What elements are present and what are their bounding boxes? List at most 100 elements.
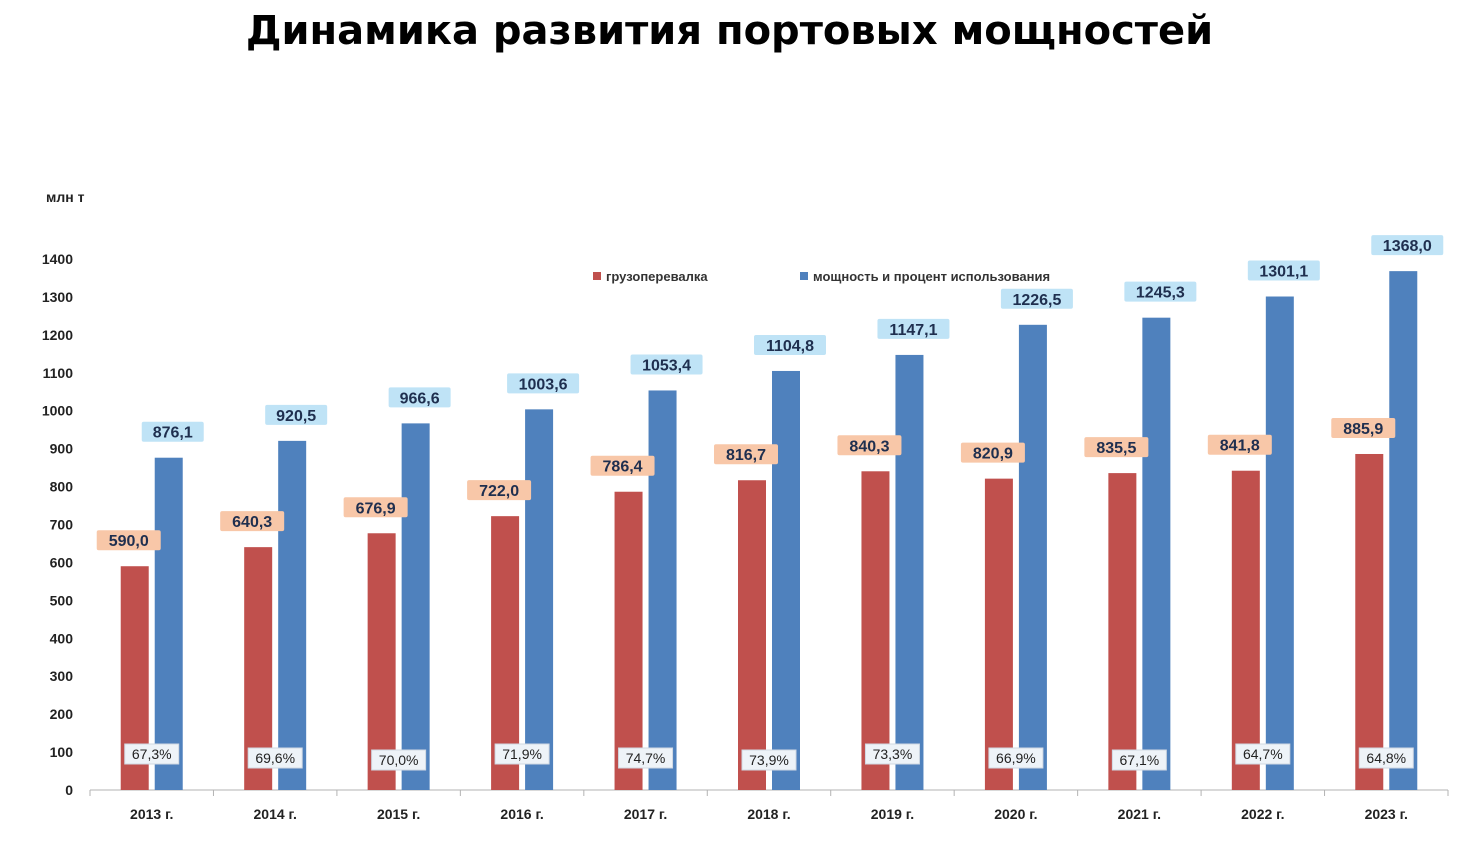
capacity-label-box [1371,235,1444,256]
x-tick-label: 2019 г. [871,806,914,822]
legend-swatch-capacity [800,272,808,280]
y-tick-label: 0 [65,782,73,798]
utilization-label: 71,9% [502,746,542,762]
y-tick-label: 1100 [43,365,74,381]
chart-title: Динамика развития портовых мощностей [245,8,1214,54]
bar-capacity [895,354,924,790]
utilization-label: 64,8% [1366,750,1406,766]
utilization-label: 73,9% [749,752,789,768]
legend-label-cargo: грузоперевалка [606,269,708,284]
capacity-value-label: 920,5 [276,408,316,425]
bar-cargo [1355,453,1384,790]
y-tick-label: 1000 [42,403,73,419]
cargo-label-box [714,444,778,465]
cargo-value-label: 835,5 [1096,440,1136,457]
y-tick-label: 1400 [42,251,73,267]
capacity-value-label: 1301,1 [1259,264,1308,281]
x-axis: 2013 г. 2014 г. 2015 г. 2016 г. 2017 г. 2018 … [89,789,1449,822]
legend: грузоперевалка мощность и процент использ… [593,269,1050,284]
data-labels: 590,0 876,1 67,3% 640,3 920,5 69,6% 676,9 966,6… [96,235,1444,771]
x-tick-label: 2014 г. [254,806,297,822]
utilization-label: 66,9% [996,750,1036,766]
cargo-label-box [343,497,408,518]
capacity-value-label: 1053,4 [642,357,691,374]
capacity-value-label: 1104,8 [766,338,814,355]
cargo-value-label: 885,9 [1343,421,1383,438]
bar-cargo [367,533,396,790]
x-tick-label: 2015 г. [377,806,420,822]
capacity-value-label: 1245,3 [1136,285,1185,302]
capacity-label-box [265,404,328,425]
cargo-value-label: 676,9 [356,500,396,517]
utilization-label-box [988,747,1044,769]
capacity-label-box [754,334,826,355]
x-tick-label: 2018 г. [747,806,790,822]
cargo-label-box [467,480,532,501]
bar-cargo [984,478,1013,790]
cargo-value-label: 841,8 [1220,438,1260,455]
y-tick-label: 500 [50,592,74,608]
capacity-label-box [507,373,580,394]
capacity-value-label: 876,1 [153,425,193,442]
capacity-label-box [141,421,204,442]
utilization-label: 67,1% [1120,752,1160,768]
y-tick-label: 700 [50,517,74,533]
capacity-label-box [630,354,703,375]
utilization-label-box [494,743,550,765]
x-tick-label: 2013 г. [130,806,173,822]
capacity-label-box [877,318,950,339]
bar-capacity [525,409,554,790]
capacity-label-box [1247,260,1320,281]
bar-cargo [738,480,766,790]
cargo-label-box [1331,417,1396,438]
bar-cargo [861,471,890,790]
x-tick-label: 2021 г. [1118,806,1161,822]
capacity-value-label: 1226,5 [1012,292,1061,309]
cargo-label-box [837,435,902,456]
y-tick-label: 1300 [42,289,73,305]
utilization-label-box [1235,743,1291,765]
cargo-label-box [220,511,285,532]
utilization-label-box [864,743,920,765]
utilization-label: 74,7% [626,750,666,766]
bar-capacity [772,370,800,790]
cargo-label-box [960,442,1025,463]
utilization-label: 69,6% [255,750,295,766]
bar-capacity [1389,271,1418,790]
legend-swatch-cargo [593,272,601,280]
cargo-label-box [1207,434,1272,455]
utilization-label: 70,0% [379,752,419,768]
capacity-value-label: 966,6 [400,390,440,407]
cargo-label-box [96,530,161,551]
utilization-label-box [247,747,303,769]
bar-capacity [648,390,677,790]
utilization-label-box [741,749,797,771]
bar-capacity [278,440,307,790]
utilization-label-box [618,747,674,769]
cargo-value-label: 722,0 [479,483,519,500]
utilization-label-box [1111,749,1167,771]
bar-cargo [1108,473,1137,790]
utilization-label-box [371,749,427,771]
cargo-label-box [1084,437,1149,458]
y-tick-label: 800 [50,479,74,495]
bar-capacity [1018,324,1047,790]
capacity-value-label: 1147,1 [889,322,937,339]
utilization-label-box [124,743,180,765]
y-tick-label: 900 [50,441,74,457]
utilization-label: 64,7% [1243,746,1283,762]
utilization-label: 73,3% [873,746,913,762]
y-tick-label: 200 [50,706,74,722]
y-axis-unit: млн т [46,189,85,205]
x-tick-label: 2017 г. [624,806,667,822]
capacity-label-box [1124,281,1197,302]
utilization-label: 67,3% [132,746,172,762]
capacity-value-label: 1368,0 [1383,238,1432,255]
legend-label-capacity: мощность и процент использования [813,269,1050,284]
cargo-label-box [590,455,655,476]
bar-cargo [1231,470,1260,790]
cargo-value-label: 840,3 [849,438,889,455]
y-tick-label: 400 [50,630,74,646]
cargo-value-label: 640,3 [232,514,272,531]
